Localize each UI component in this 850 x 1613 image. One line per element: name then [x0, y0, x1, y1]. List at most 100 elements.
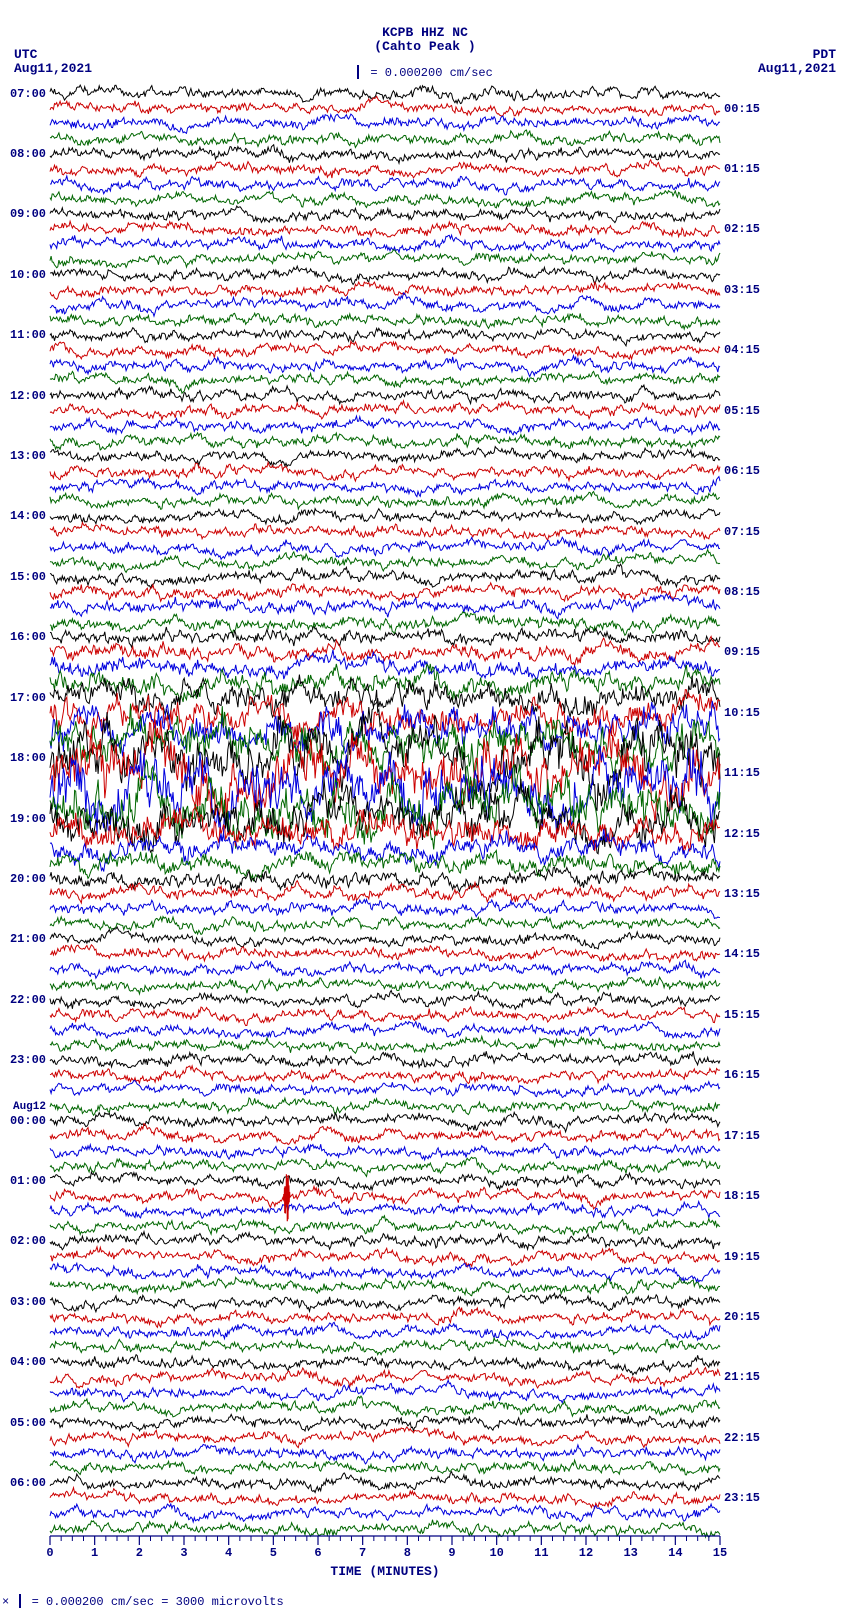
pdt-hour-label: 17:15 — [724, 1129, 760, 1143]
seismic-trace — [50, 492, 720, 510]
footer-mid: = 0.000200 cm/sec = — [32, 1595, 176, 1609]
station-id: KCPB HHZ NC — [0, 26, 850, 40]
pdt-hour-label: 00:15 — [724, 102, 760, 116]
x-tick-label: 12 — [579, 1546, 593, 1560]
pdt-hour-label: 04:15 — [724, 343, 760, 357]
pdt-hour-label: 02:15 — [724, 222, 760, 236]
utc-hour-label: 01:00 — [10, 1174, 46, 1188]
seismic-trace — [50, 550, 720, 573]
seismic-trace — [50, 1022, 720, 1039]
seismic-trace — [50, 1216, 720, 1236]
utc-hour-label: 10:00 — [10, 268, 46, 282]
pdt-hour-label: 10:15 — [724, 706, 760, 720]
x-tick-label: 0 — [46, 1546, 53, 1560]
utc-hour-label: 08:00 — [10, 147, 46, 161]
seismic-trace — [50, 1520, 720, 1538]
seismic-trace — [50, 664, 720, 702]
seismic-trace — [50, 130, 720, 148]
scale-legend-text: = 0.000200 cm/sec — [370, 66, 492, 80]
utc-hour-label: 19:00 — [10, 812, 46, 826]
pdt-hour-label: 22:15 — [724, 1431, 760, 1445]
x-tick-label: 8 — [404, 1546, 411, 1560]
seismic-trace — [50, 1322, 720, 1340]
x-tick-label: 7 — [359, 1546, 366, 1560]
seismic-trace — [50, 250, 720, 268]
x-tick-label: 11 — [534, 1546, 548, 1560]
seismic-trace — [50, 1172, 720, 1190]
seismic-trace — [50, 1460, 720, 1475]
x-tick-label: 5 — [270, 1546, 277, 1560]
seismic-trace — [50, 356, 720, 377]
seismic-trace — [50, 627, 720, 648]
helicorder-svg — [50, 86, 720, 1536]
seismic-trace — [50, 114, 720, 133]
pdt-hour-label: 21:15 — [724, 1370, 760, 1384]
seismic-trace — [50, 612, 720, 635]
seismic-trace — [50, 1098, 720, 1115]
seismic-trace — [50, 1293, 720, 1311]
seismic-trace — [50, 927, 720, 949]
seismic-trace — [50, 1380, 720, 1403]
pdt-hour-label: 23:15 — [724, 1491, 760, 1505]
seismic-trace — [50, 991, 720, 1010]
utc-hour-label: 07:00 — [10, 87, 46, 101]
seismic-trace — [50, 899, 720, 918]
x-tick-label: 13 — [623, 1546, 637, 1560]
seismic-trace — [50, 1066, 720, 1084]
seismic-trace — [50, 594, 720, 619]
x-tick-label: 1 — [91, 1546, 98, 1560]
seismic-trace — [50, 1396, 720, 1417]
x-tick-label: 4 — [225, 1546, 232, 1560]
seismic-trace — [50, 977, 720, 994]
utc-hour-label: 06:00 — [10, 1476, 46, 1490]
seismogram-page: KCPB HHZ NC (Cahto Peak ) UTC Aug11,2021… — [0, 0, 850, 1613]
seismic-trace — [50, 235, 720, 252]
seismic-trace — [50, 1414, 720, 1431]
scale-bar-icon — [357, 65, 359, 79]
seismic-trace — [50, 266, 720, 284]
utc-hour-label: 14:00 — [10, 509, 46, 523]
seismic-trace — [50, 401, 720, 420]
pdt-hour-label: 01:15 — [724, 162, 760, 176]
seismic-trace — [50, 206, 720, 223]
pdt-hour-label: 03:15 — [724, 283, 760, 297]
seismic-trace — [50, 690, 720, 741]
pdt-hour-label: 08:15 — [724, 585, 760, 599]
x-tick-label: 2 — [136, 1546, 143, 1560]
seismic-trace — [50, 477, 720, 497]
x-axis: TIME (MINUTES) 0123456789101112131415 — [50, 1536, 720, 1592]
seismic-trace — [50, 160, 720, 178]
seismic-trace — [50, 1504, 720, 1522]
footer-note: × = 0.000200 cm/sec = 3000 microvolts — [2, 1595, 284, 1609]
seismic-trace — [50, 96, 720, 116]
utc-hour-label: 02:00 — [10, 1234, 46, 1248]
seismic-trace — [50, 867, 720, 892]
seismic-trace — [50, 945, 720, 962]
pdt-hour-label: 12:15 — [724, 827, 760, 841]
seismic-trace — [50, 313, 720, 329]
scale-legend: = 0.000200 cm/sec — [0, 66, 850, 80]
seismic-trace — [50, 1277, 720, 1295]
seismic-trace — [50, 960, 720, 978]
seismic-trace — [50, 293, 720, 316]
seismic-trace — [50, 433, 720, 450]
x-tick-label: 9 — [448, 1546, 455, 1560]
utc-hour-label: 05:00 — [10, 1416, 46, 1430]
seismic-trace — [50, 509, 720, 525]
station-location: (Cahto Peak ) — [0, 40, 850, 54]
seismic-trace — [50, 328, 720, 346]
utc-hour-label: 15:00 — [10, 570, 46, 584]
seismic-trace — [50, 1080, 720, 1097]
seismic-trace — [50, 1007, 720, 1026]
seismic-trace — [50, 416, 720, 435]
seismic-trace — [50, 1036, 720, 1053]
utc-hour-label: 23:00 — [10, 1053, 46, 1067]
utc-hour-label: 09:00 — [10, 207, 46, 221]
seismic-trace — [50, 145, 720, 164]
seismic-trace — [50, 650, 720, 680]
pdt-hour-label: 16:15 — [724, 1068, 760, 1082]
header-center: KCPB HHZ NC (Cahto Peak ) — [0, 26, 850, 54]
seismic-trace — [50, 221, 720, 237]
seismic-trace — [50, 537, 720, 559]
seismic-trace — [50, 282, 720, 299]
